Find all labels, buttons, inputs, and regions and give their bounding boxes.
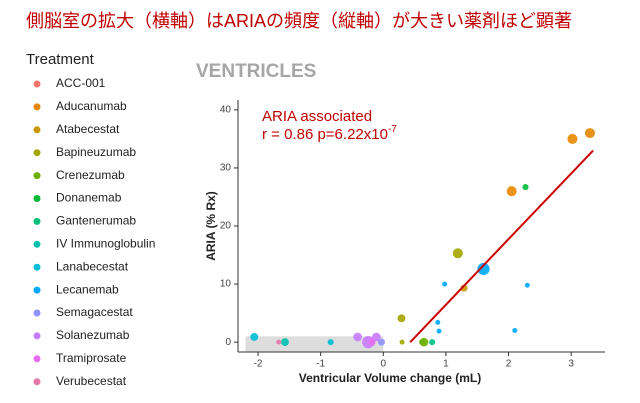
data-point	[276, 339, 282, 345]
legend-marker	[33, 263, 41, 271]
y-tick-label: 20	[220, 221, 232, 232]
y-tick-label: 40	[220, 105, 232, 116]
data-point	[353, 332, 362, 342]
legend-marker	[33, 195, 41, 202]
y-axis-title: ARIA (% Rx)	[204, 191, 218, 261]
legend-label: Crenezumab	[56, 168, 125, 182]
data-point	[452, 248, 463, 259]
data-point	[506, 186, 517, 197]
panel-label: VENTRICLES	[196, 61, 316, 82]
annotation-exponent: -7	[388, 124, 397, 135]
legend-marker	[33, 309, 41, 317]
annotation-stat-text: r = 0.86 p=6.22x10	[262, 126, 388, 143]
x-axis-title: Ventricular Volume change (mL)	[299, 371, 481, 385]
data-point	[281, 338, 289, 347]
x-tick-label: 0	[381, 359, 387, 370]
data-point	[442, 281, 448, 287]
data-point	[397, 314, 406, 323]
x-tick-label: 1	[443, 359, 449, 370]
x-tick-label: 3	[568, 359, 574, 370]
legend-label: Atabecestat	[56, 122, 120, 136]
y-tick-label: 30	[220, 163, 232, 174]
data-point	[436, 328, 442, 334]
legend-label: Aducanumab	[56, 99, 127, 113]
data-point	[584, 128, 595, 139]
legend-marker	[33, 172, 41, 180]
legend-label: Lanabecestat	[56, 259, 129, 273]
legend-title: Treatment	[26, 51, 95, 68]
data-point	[429, 339, 436, 346]
data-point	[522, 184, 529, 191]
legend-label: Bapineuzumab	[56, 145, 136, 159]
legend-label: Tramiprosate	[56, 351, 127, 365]
legend-label: Lecanemab	[56, 282, 119, 296]
data-point	[435, 319, 441, 325]
legend-marker	[33, 332, 41, 340]
annotation-stat: r = 0.86 p=6.22x10-7	[262, 124, 397, 143]
data-point	[477, 262, 490, 276]
y-tick-label: 10	[220, 279, 232, 290]
legend-marker	[33, 149, 41, 157]
data-point	[419, 339, 426, 346]
legend-label: Solanezumab	[56, 328, 130, 342]
y-tick-label: 0	[225, 337, 231, 348]
data-point	[372, 332, 381, 342]
legend-label: Donanemab	[56, 191, 122, 205]
annotation: ARIA associated	[262, 108, 372, 125]
data-point	[368, 338, 376, 346]
data-point	[567, 133, 578, 144]
legend-marker	[33, 286, 41, 294]
x-tick-label: -1	[316, 359, 325, 370]
chart-title: 側脳室の拡大（横軸）はARIAの頻度（縦軸）が大きい薬剤ほど顕著	[26, 11, 572, 31]
x-tick-label: 2	[506, 359, 512, 370]
fit-line	[409, 149, 594, 343]
legend-marker	[33, 217, 41, 225]
data-point	[250, 332, 259, 341]
legend-marker	[33, 80, 41, 88]
x-tick-label: -2	[254, 359, 263, 370]
legend-marker	[33, 355, 41, 363]
legend-marker	[33, 126, 41, 134]
legend-marker	[33, 103, 41, 111]
data-point	[524, 282, 530, 288]
data-point	[327, 339, 334, 346]
data-point	[512, 328, 518, 334]
data-point	[399, 339, 405, 345]
legend-label: Verubecestat	[56, 374, 127, 388]
legend-label: Gantenerumab	[56, 214, 136, 228]
legend-marker	[33, 378, 41, 386]
legend-marker	[33, 240, 41, 248]
legend-label: ACC-001	[56, 76, 106, 90]
legend-label: Semagacestat	[56, 305, 133, 319]
legend-label: IV Immunoglobulin	[56, 236, 155, 250]
data-point	[377, 338, 385, 346]
